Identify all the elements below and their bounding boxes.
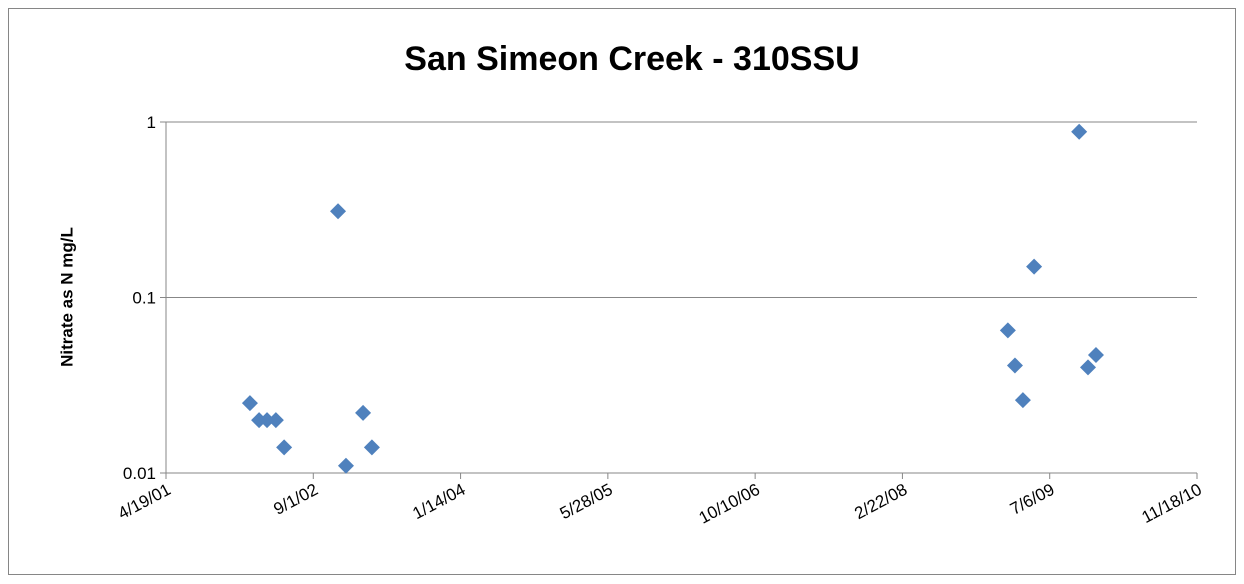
data-point [355, 404, 372, 421]
chart-title: San Simeon Creek - 310SSU [404, 40, 859, 78]
data-point [1014, 392, 1031, 409]
data-point [330, 203, 347, 220]
data-point [1080, 359, 1097, 376]
chart-border [8, 8, 1236, 575]
y-tick-label: 0.1 [132, 289, 156, 308]
data-point [276, 439, 293, 456]
data-point [363, 439, 380, 456]
data-point [1087, 347, 1104, 364]
data-point [259, 412, 276, 429]
y-axis-title: Nitrate as N mg/L [57, 227, 76, 367]
data-point [1026, 258, 1043, 275]
data-point [267, 412, 284, 429]
data-point [337, 457, 354, 474]
y-tick-label: 0.01 [123, 464, 156, 483]
data-point [1071, 123, 1088, 140]
data-point [241, 395, 258, 412]
y-tick-label: 1 [147, 113, 156, 132]
data-point [999, 322, 1016, 339]
data-point [1006, 357, 1023, 374]
